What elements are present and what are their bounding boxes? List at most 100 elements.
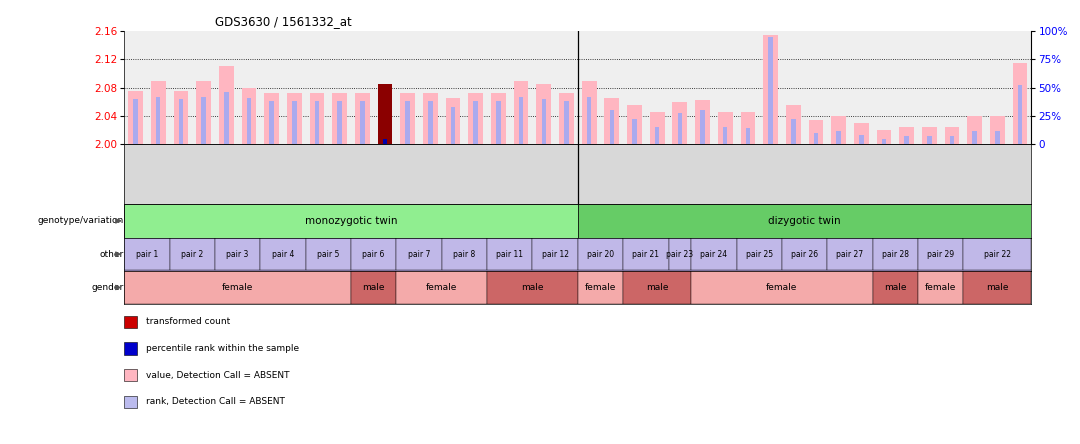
Bar xyxy=(782,238,827,270)
Bar xyxy=(623,271,691,304)
Bar xyxy=(355,93,369,144)
Text: female: female xyxy=(221,283,254,292)
Text: pair 23: pair 23 xyxy=(666,250,693,259)
Bar xyxy=(963,271,1031,304)
Bar xyxy=(428,101,433,144)
Bar xyxy=(170,238,215,270)
Bar xyxy=(623,238,669,270)
Bar xyxy=(632,119,637,144)
Bar xyxy=(491,93,505,144)
Bar xyxy=(963,238,1031,270)
Text: dizygotic twin: dizygotic twin xyxy=(768,216,841,226)
Text: pair 2: pair 2 xyxy=(181,250,203,259)
Bar xyxy=(723,127,728,144)
Bar xyxy=(673,102,687,144)
Text: other: other xyxy=(99,250,124,259)
Bar xyxy=(446,98,460,144)
Bar xyxy=(677,113,683,144)
Text: value, Detection Call = ABSENT: value, Detection Call = ABSENT xyxy=(146,371,289,380)
Bar xyxy=(405,101,410,144)
Bar xyxy=(764,35,778,144)
Bar xyxy=(900,127,914,144)
Bar xyxy=(201,97,206,144)
Text: pair 24: pair 24 xyxy=(700,250,728,259)
Text: pair 1: pair 1 xyxy=(136,250,158,259)
Bar xyxy=(718,112,732,144)
Text: pair 25: pair 25 xyxy=(745,250,773,259)
Bar xyxy=(559,93,573,144)
Bar xyxy=(827,238,873,270)
Bar xyxy=(904,136,909,144)
Text: pair 27: pair 27 xyxy=(836,250,864,259)
Bar xyxy=(156,97,161,144)
Bar xyxy=(927,136,932,144)
Text: pair 28: pair 28 xyxy=(881,250,908,259)
Bar xyxy=(745,128,751,144)
Bar xyxy=(487,238,532,270)
Text: male: male xyxy=(522,283,543,292)
Bar xyxy=(401,93,415,144)
Bar xyxy=(691,238,737,270)
Text: male: male xyxy=(885,283,906,292)
Bar xyxy=(854,123,868,144)
Bar xyxy=(260,238,306,270)
Bar xyxy=(382,139,388,144)
Text: pair 21: pair 21 xyxy=(632,250,659,259)
Bar xyxy=(469,93,483,144)
Bar xyxy=(809,119,823,144)
Text: pair 7: pair 7 xyxy=(408,250,430,259)
Bar xyxy=(918,238,963,270)
Bar xyxy=(473,101,478,144)
Bar xyxy=(995,131,1000,144)
Text: pair 5: pair 5 xyxy=(318,250,339,259)
Text: pair 4: pair 4 xyxy=(272,250,294,259)
Bar xyxy=(333,93,347,144)
Bar xyxy=(877,130,891,144)
Bar xyxy=(537,84,551,144)
Bar xyxy=(487,271,578,304)
Bar xyxy=(813,133,819,144)
Bar xyxy=(215,238,260,270)
Bar xyxy=(314,101,320,144)
Text: transformed count: transformed count xyxy=(146,317,230,326)
Bar xyxy=(450,107,456,144)
Bar xyxy=(124,238,170,270)
Bar xyxy=(514,81,528,144)
Text: monozygotic twin: monozygotic twin xyxy=(305,216,397,226)
Bar xyxy=(287,93,301,144)
Bar xyxy=(922,127,936,144)
Bar xyxy=(242,88,256,144)
Bar xyxy=(541,99,546,144)
Bar xyxy=(918,271,963,304)
Text: pair 22: pair 22 xyxy=(984,250,1011,259)
Bar xyxy=(564,101,569,144)
Text: male: male xyxy=(646,283,669,292)
Bar xyxy=(654,127,660,144)
Bar xyxy=(968,116,982,144)
Text: pair 20: pair 20 xyxy=(586,250,615,259)
Text: genotype/variation: genotype/variation xyxy=(38,216,124,226)
Bar xyxy=(351,271,396,304)
Bar xyxy=(246,98,252,144)
Bar xyxy=(859,135,864,144)
Bar xyxy=(582,81,596,144)
Bar xyxy=(627,105,642,144)
Bar xyxy=(873,238,918,270)
Bar xyxy=(269,101,274,144)
Bar xyxy=(337,101,342,144)
Bar xyxy=(151,81,165,144)
Bar xyxy=(442,238,487,270)
Bar xyxy=(306,238,351,270)
Bar xyxy=(396,238,442,270)
Bar xyxy=(669,238,691,270)
Bar xyxy=(990,116,1004,144)
Bar xyxy=(532,238,578,270)
Bar xyxy=(605,98,619,144)
Bar xyxy=(292,101,297,144)
Text: gender: gender xyxy=(92,283,124,292)
Text: female: female xyxy=(924,283,957,292)
Bar xyxy=(224,92,229,144)
Bar xyxy=(578,271,623,304)
Bar xyxy=(578,204,1042,238)
Bar xyxy=(423,93,437,144)
